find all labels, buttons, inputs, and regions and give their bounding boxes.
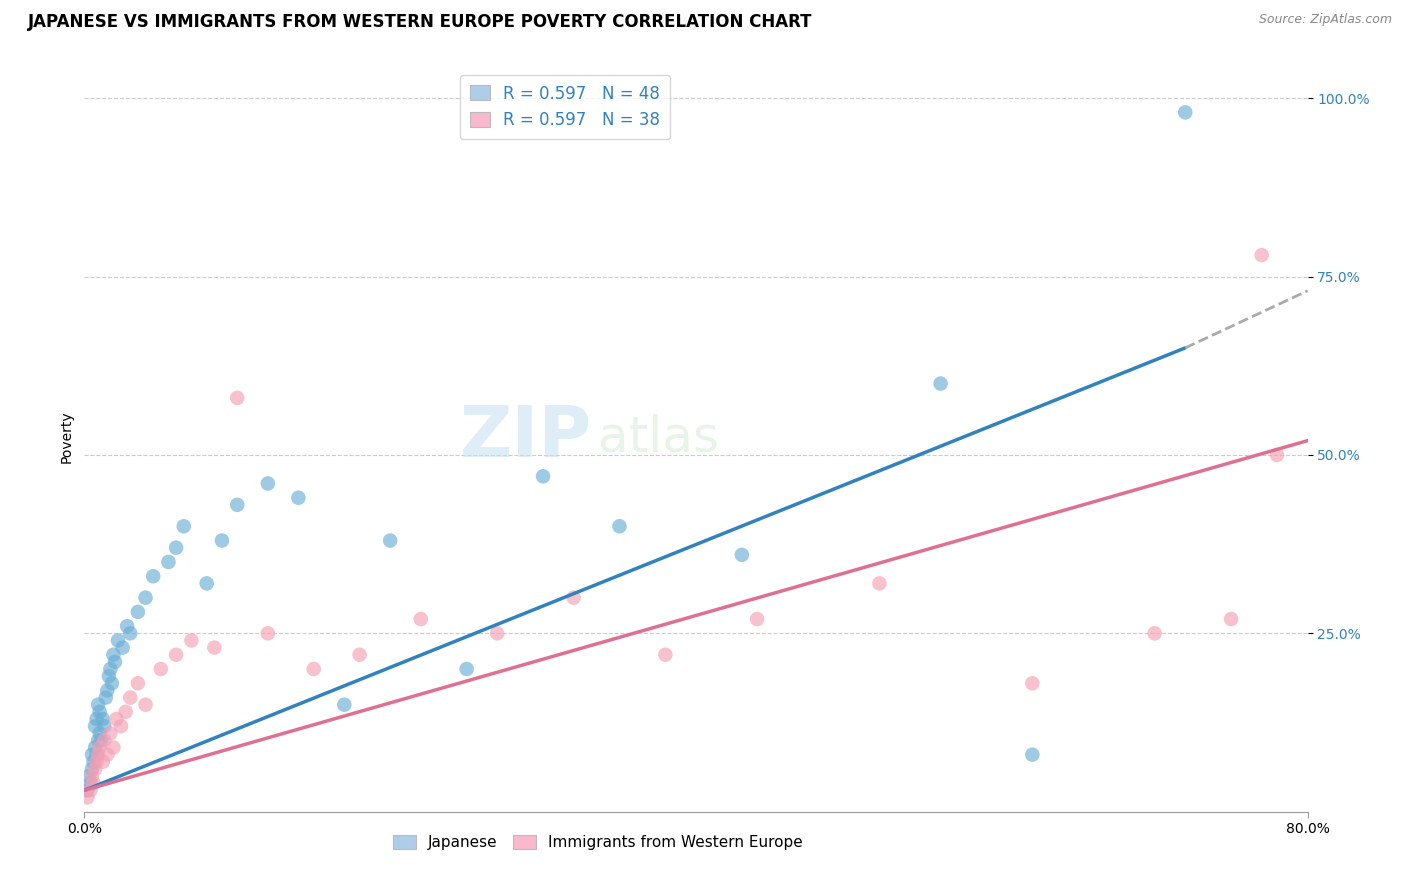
Point xyxy=(76,790,98,805)
Point xyxy=(731,548,754,562)
Point xyxy=(562,591,585,605)
Point xyxy=(115,619,138,633)
Point xyxy=(97,669,120,683)
Point xyxy=(80,747,103,762)
Point xyxy=(87,747,110,762)
Point xyxy=(89,740,111,755)
Point xyxy=(84,762,107,776)
Point xyxy=(135,591,157,605)
Point xyxy=(165,648,187,662)
Point xyxy=(380,533,402,548)
Point xyxy=(96,683,118,698)
Point xyxy=(89,705,111,719)
Point xyxy=(287,491,309,505)
Point xyxy=(211,533,233,548)
Point xyxy=(257,476,280,491)
Point xyxy=(135,698,157,712)
Point xyxy=(76,783,98,797)
Point xyxy=(226,391,249,405)
Point xyxy=(226,498,249,512)
Point xyxy=(91,755,114,769)
Point xyxy=(86,747,108,762)
Point xyxy=(302,662,325,676)
Point xyxy=(165,541,187,555)
Point xyxy=(531,469,554,483)
Point xyxy=(93,719,115,733)
Point xyxy=(111,640,134,655)
Point xyxy=(98,662,121,676)
Point xyxy=(142,569,165,583)
Point xyxy=(110,719,132,733)
Point xyxy=(83,776,105,790)
Point xyxy=(86,712,108,726)
Point xyxy=(89,726,111,740)
Point xyxy=(609,519,631,533)
Point xyxy=(83,755,105,769)
Point xyxy=(103,648,125,662)
Point xyxy=(1250,248,1272,262)
Text: ZIP: ZIP xyxy=(460,402,592,472)
Text: Source: ZipAtlas.com: Source: ZipAtlas.com xyxy=(1258,13,1392,27)
Point xyxy=(654,648,676,662)
Point xyxy=(80,769,103,783)
Point xyxy=(149,662,172,676)
Point xyxy=(1220,612,1243,626)
Point xyxy=(120,626,142,640)
Point xyxy=(107,633,129,648)
Point xyxy=(202,640,225,655)
Point xyxy=(114,705,136,719)
Point xyxy=(747,612,769,626)
Point xyxy=(157,555,180,569)
Point xyxy=(77,769,100,783)
Point xyxy=(90,733,112,747)
Point xyxy=(94,690,117,705)
Point xyxy=(409,612,432,626)
Point xyxy=(1143,626,1166,640)
Y-axis label: Poverty: Poverty xyxy=(59,411,73,463)
Point xyxy=(96,747,118,762)
Point xyxy=(84,740,107,755)
Point xyxy=(86,755,108,769)
Point xyxy=(80,762,103,776)
Point xyxy=(456,662,478,676)
Point xyxy=(929,376,952,391)
Point xyxy=(93,733,115,747)
Point xyxy=(349,648,371,662)
Point xyxy=(91,712,114,726)
Legend: Japanese, Immigrants from Western Europe: Japanese, Immigrants from Western Europe xyxy=(387,830,810,856)
Point xyxy=(105,712,128,726)
Point xyxy=(79,776,101,790)
Point xyxy=(120,690,142,705)
Point xyxy=(103,740,125,755)
Point xyxy=(87,698,110,712)
Point xyxy=(104,655,127,669)
Point xyxy=(127,676,149,690)
Point xyxy=(79,783,101,797)
Point xyxy=(195,576,218,591)
Point xyxy=(1174,105,1197,120)
Point xyxy=(127,605,149,619)
Point xyxy=(84,719,107,733)
Point xyxy=(257,626,280,640)
Point xyxy=(98,726,121,740)
Point xyxy=(1265,448,1288,462)
Text: JAPANESE VS IMMIGRANTS FROM WESTERN EUROPE POVERTY CORRELATION CHART: JAPANESE VS IMMIGRANTS FROM WESTERN EURO… xyxy=(28,13,813,31)
Point xyxy=(869,576,891,591)
Point xyxy=(486,626,509,640)
Point xyxy=(1021,676,1043,690)
Point xyxy=(173,519,195,533)
Point xyxy=(87,733,110,747)
Point xyxy=(101,676,124,690)
Point xyxy=(180,633,202,648)
Point xyxy=(333,698,356,712)
Text: atlas: atlas xyxy=(598,413,720,461)
Point xyxy=(1021,747,1043,762)
